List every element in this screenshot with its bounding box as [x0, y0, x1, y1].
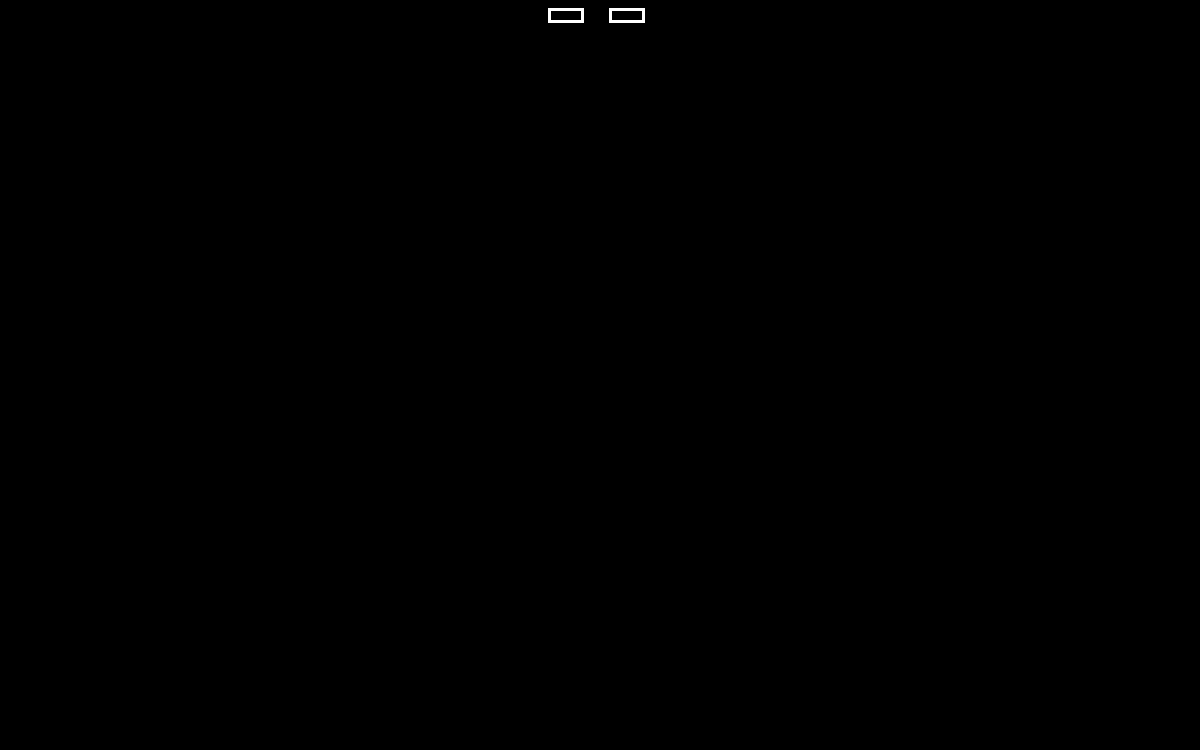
legend-item-deletions[interactable] — [609, 8, 652, 23]
chart-legend — [0, 8, 1200, 23]
deletions-swatch-icon — [609, 8, 645, 23]
legend-item-additions[interactable] — [548, 8, 591, 23]
additions-swatch-icon — [548, 8, 584, 23]
